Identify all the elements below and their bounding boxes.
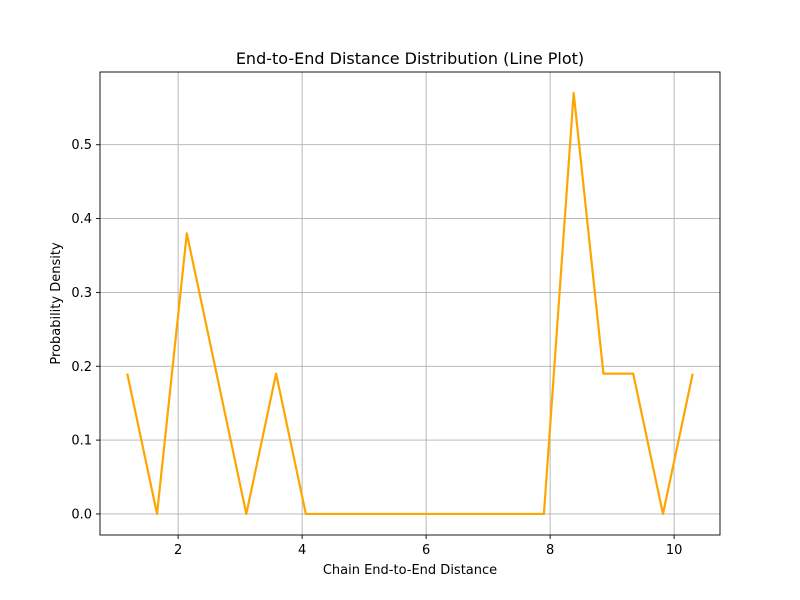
x-tick-label: 6 xyxy=(422,543,430,558)
x-axis-label: Chain End-to-End Distance xyxy=(323,563,497,578)
x-tick-label: 8 xyxy=(546,543,554,558)
y-axis-label: Probability Density xyxy=(49,242,64,365)
series-line xyxy=(126,91,694,516)
y-tick-label: 0.1 xyxy=(71,434,92,449)
ticks: 2 4 6 8 10 0.0 0.1 0.2 0.3 0.4 0.5 xyxy=(71,138,682,558)
series-layer xyxy=(126,91,694,516)
plot-frame xyxy=(99,71,721,536)
x-tick-label: 10 xyxy=(666,543,683,558)
chart-title: End-to-End Distance Distribution (Line P… xyxy=(236,49,584,68)
y-tick-label: 0.4 xyxy=(71,212,92,227)
x-tick-label: 4 xyxy=(298,543,306,558)
y-tick-label: 0.5 xyxy=(71,138,92,153)
x-tick-label: 2 xyxy=(174,543,182,558)
y-tick-label: 0.2 xyxy=(71,360,92,375)
y-tick-label: 0.0 xyxy=(71,507,92,522)
grid xyxy=(100,72,720,535)
y-tick-label: 0.3 xyxy=(71,286,92,301)
